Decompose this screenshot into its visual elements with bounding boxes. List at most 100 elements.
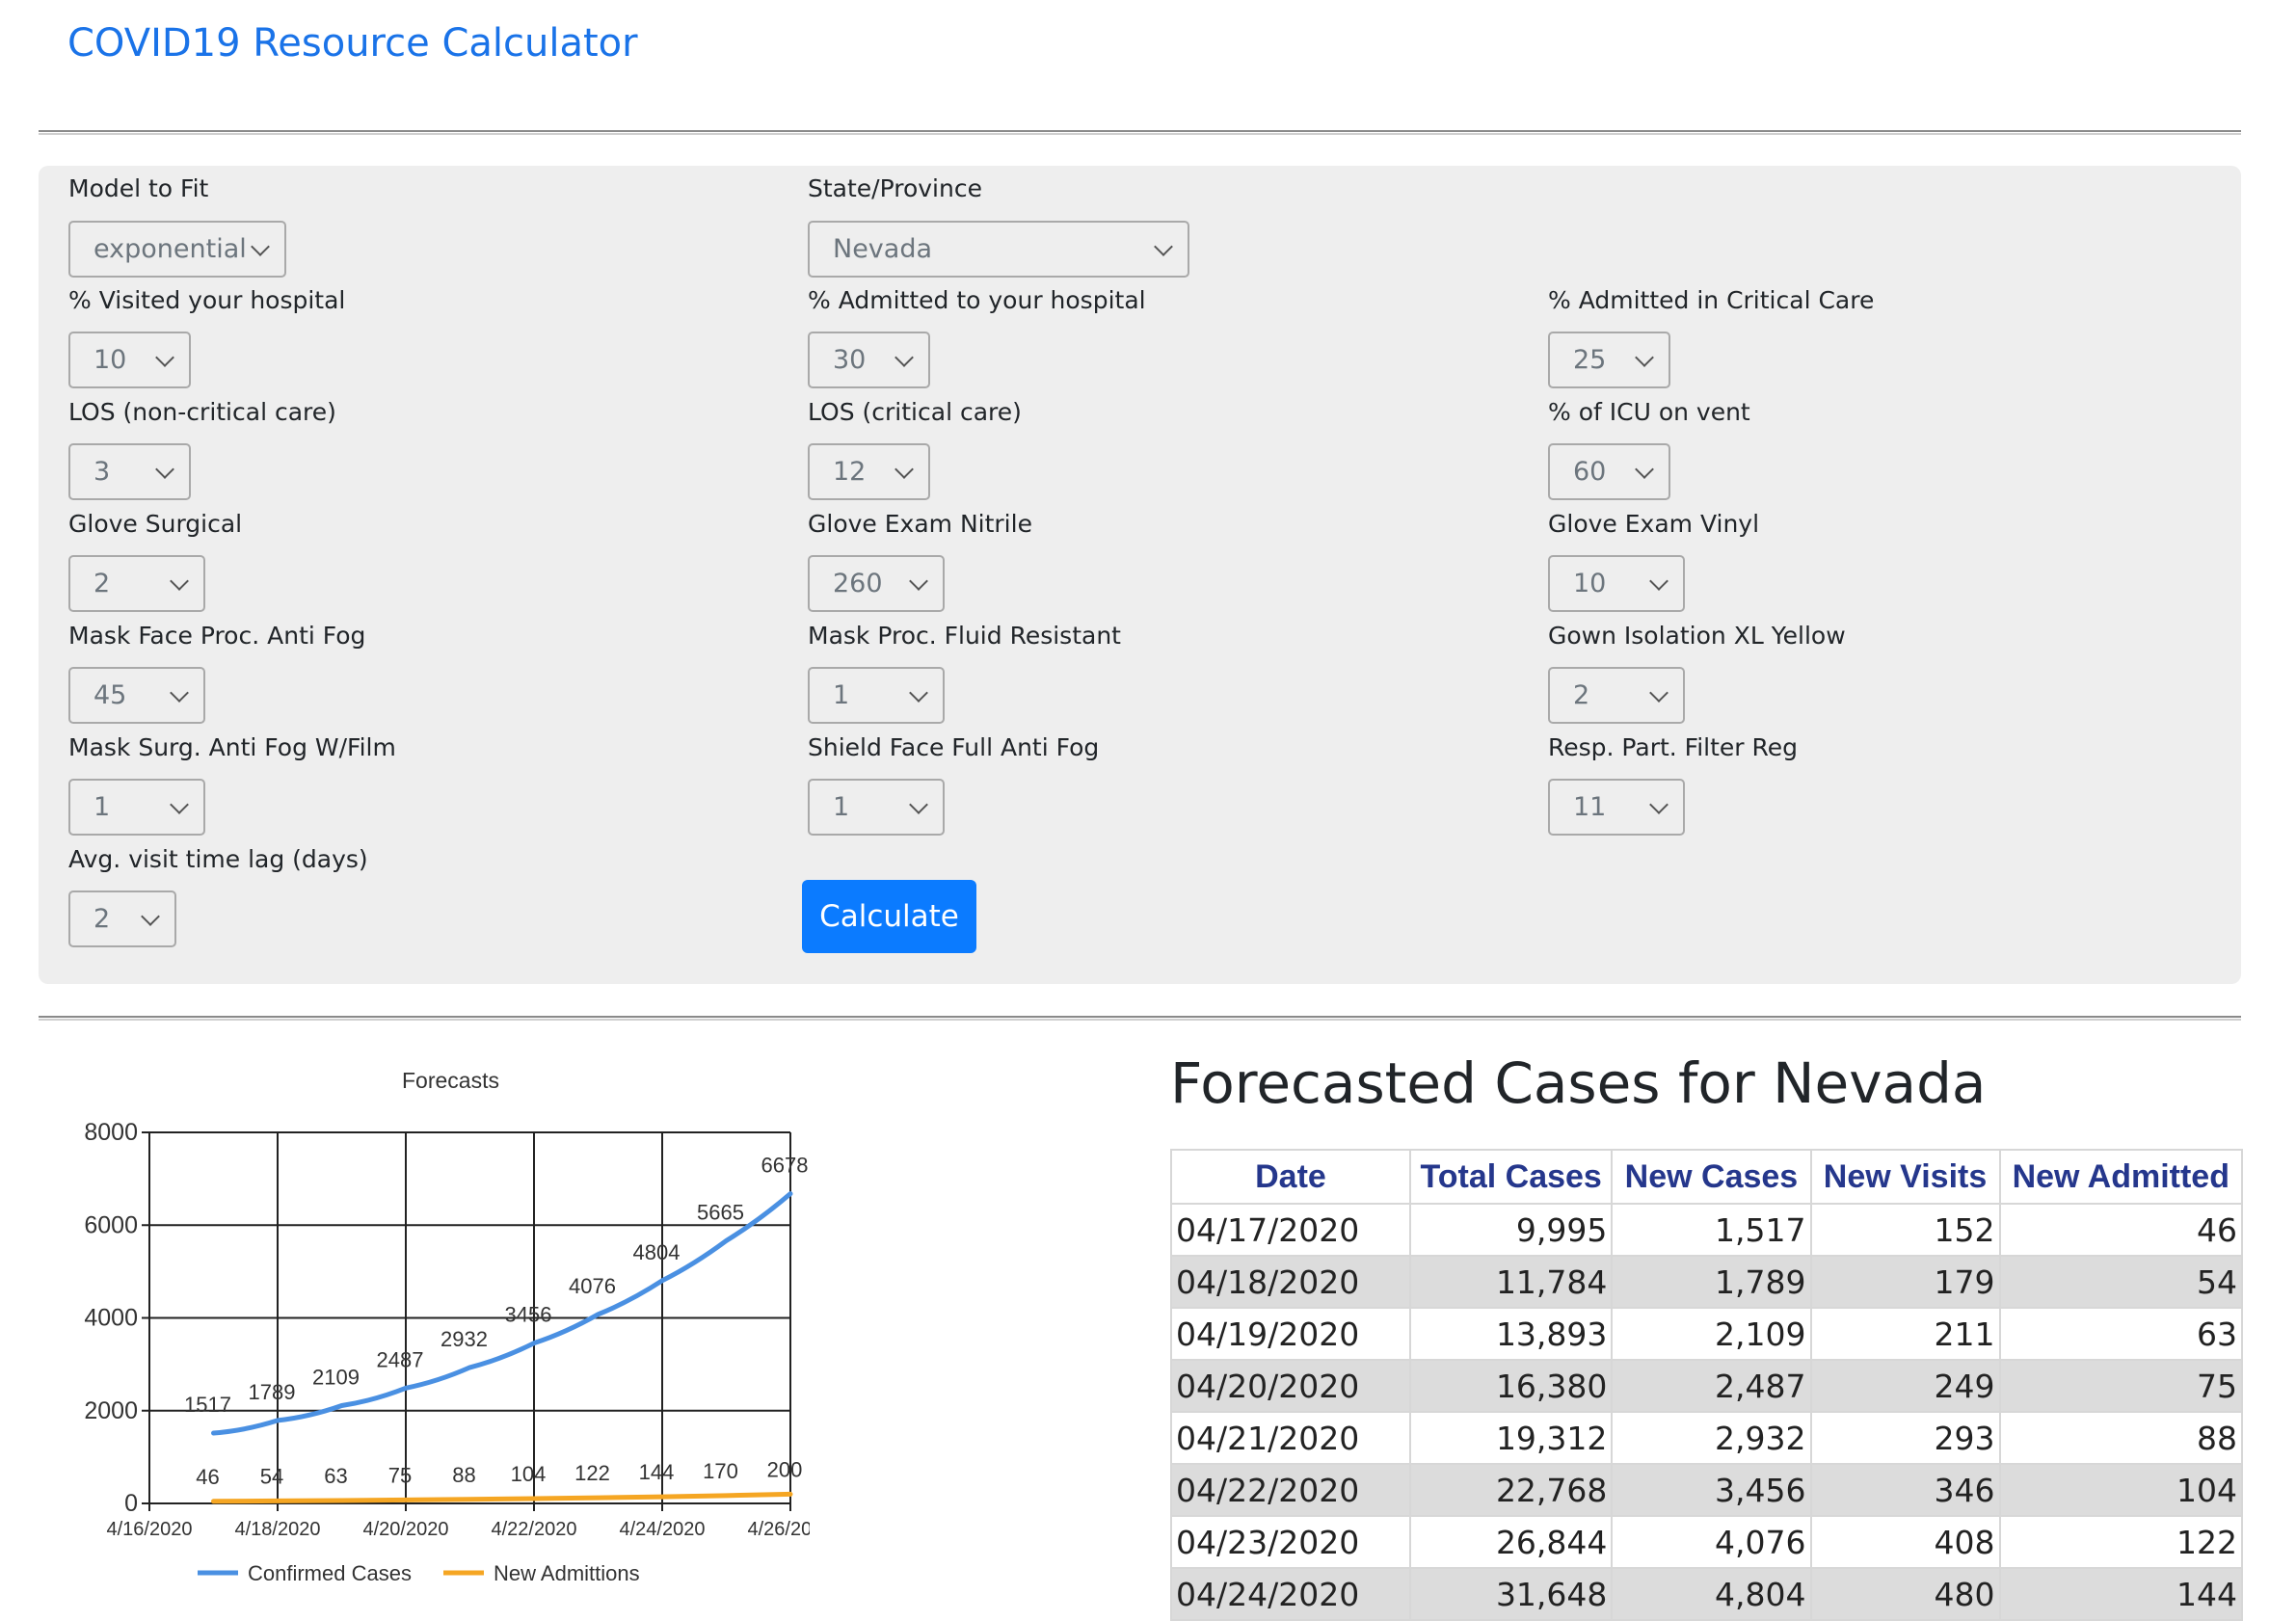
visit-lag-value: 2 <box>93 904 111 934</box>
glove-surgical-label: Glove Surgical <box>68 510 243 538</box>
col-new-visits-header[interactable]: New Visits <box>1809 1149 2001 1205</box>
chevron-down-icon <box>1649 571 1669 591</box>
legend-label: Confirmed Cases <box>248 1561 412 1585</box>
chevron-down-icon <box>155 459 174 479</box>
mask-fluid-select[interactable]: 1 <box>808 667 945 724</box>
resp-filter-label: Resp. Part. Filter Reg <box>1548 733 1799 761</box>
y-tick-label: 4000 <box>84 1305 138 1332</box>
app-title-link[interactable]: COVID19 Resource Calculator <box>67 21 638 66</box>
los-critical-select[interactable]: 12 <box>808 443 930 500</box>
los-noncritical-label: LOS (non-critical care) <box>68 398 336 426</box>
gown-isolation-select[interactable]: 2 <box>1548 667 1685 724</box>
glove-nitrile-select[interactable]: 260 <box>808 555 945 612</box>
chevron-down-icon <box>170 682 189 703</box>
total-cases-cell: 13,893 <box>1408 1307 1614 1361</box>
new-admitted-cell: 104 <box>1998 1463 2244 1517</box>
date-cell: 04/20/2020 <box>1170 1359 1411 1413</box>
gown-isolation-value: 2 <box>1573 680 1590 710</box>
calculate-button[interactable]: Calculate <box>802 880 976 953</box>
new-cases-cell: 3,456 <box>1611 1463 1812 1517</box>
pct-admitted-value: 30 <box>833 345 867 375</box>
parameters-panel <box>39 166 2241 984</box>
total-cases-cell: 31,648 <box>1408 1567 1614 1621</box>
new-cases-cell: 2,109 <box>1611 1307 1812 1361</box>
total-cases-cell: 16,380 <box>1408 1359 1614 1413</box>
los-noncritical-value: 3 <box>93 457 111 487</box>
glove-vinyl-value: 10 <box>1573 569 1607 598</box>
y-tick-label: 8000 <box>84 1119 138 1146</box>
visit-lag-field: Avg. visit time lag (days) <box>68 845 368 873</box>
chevron-down-icon <box>170 794 189 814</box>
pct-icu-vent-select[interactable]: 60 <box>1548 443 1670 500</box>
chevron-down-icon <box>1649 794 1669 814</box>
new-visits-cell: 211 <box>1809 1307 2001 1361</box>
glove-vinyl-select[interactable]: 10 <box>1548 555 1685 612</box>
glove-surgical-select[interactable]: 2 <box>68 555 205 612</box>
x-tick-label: 4/26/2020 <box>748 1519 810 1540</box>
x-tick-label: 4/20/2020 <box>363 1519 449 1540</box>
table-row: 04/24/2020 31,648 4,804 480 144 <box>1170 1567 2244 1621</box>
pct-critical-value: 25 <box>1573 345 1607 375</box>
new-visits-cell: 249 <box>1809 1359 2001 1413</box>
new-admitted-cell: 88 <box>1998 1411 2244 1465</box>
forecast-chart: Forecasts 0 2000 4000 6000 8000 4/16/2020 4/18/… <box>58 1055 833 1597</box>
data-label: 104 <box>511 1462 547 1486</box>
new-visits-cell: 408 <box>1809 1515 2001 1569</box>
table-row: 04/20/2020 16,380 2,487 249 75 <box>1170 1359 2244 1413</box>
state-province-field: State/Province <box>808 174 982 202</box>
series-line-new-admittions <box>211 1491 793 1504</box>
mask-surg-film-label: Mask Surg. Anti Fog W/Film <box>68 733 396 761</box>
y-tick-label: 0 <box>124 1490 138 1517</box>
pct-visited-value: 10 <box>93 345 127 375</box>
los-noncritical-select[interactable]: 3 <box>68 443 191 500</box>
new-cases-cell: 1,517 <box>1611 1203 1812 1257</box>
date-cell: 04/19/2020 <box>1170 1307 1411 1361</box>
pct-critical-select[interactable]: 25 <box>1548 332 1670 388</box>
col-date-header[interactable]: Date <box>1170 1149 1411 1205</box>
mask-surg-film-value: 1 <box>93 792 111 822</box>
chevron-down-icon <box>909 571 928 591</box>
col-total-cases-header[interactable]: Total Cases <box>1408 1149 1614 1205</box>
col-new-admitted-header[interactable]: New Admitted <box>1998 1149 2244 1205</box>
state-province-select[interactable]: Nevada <box>808 221 1189 278</box>
forecast-heading: Forecasted Cases for Nevada <box>1170 1050 1987 1116</box>
date-cell: 04/22/2020 <box>1170 1463 1411 1517</box>
pct-icu-vent-field: % of ICU on vent <box>1548 398 1750 426</box>
date-cell: 04/18/2020 <box>1170 1255 1411 1309</box>
data-label: 54 <box>260 1464 283 1488</box>
series-line-confirmed-cases <box>211 1191 793 1436</box>
model-to-fit-value: exponential <box>93 234 247 264</box>
pct-visited-select[interactable]: 10 <box>68 332 191 388</box>
data-label: 88 <box>452 1463 475 1487</box>
pct-admitted-select[interactable]: 30 <box>808 332 930 388</box>
new-cases-cell: 2,487 <box>1611 1359 1812 1413</box>
los-critical-label: LOS (critical care) <box>808 398 1022 426</box>
mask-antifog-value: 45 <box>93 680 127 710</box>
chevron-down-icon <box>170 571 189 591</box>
total-cases-cell: 11,784 <box>1408 1255 1614 1309</box>
mask-antifog-select[interactable]: 45 <box>68 667 205 724</box>
gown-isolation-label: Gown Isolation XL Yellow <box>1548 622 1846 650</box>
col-new-cases-header[interactable]: New Cases <box>1611 1149 1812 1205</box>
data-label: 122 <box>574 1461 610 1485</box>
data-label: 2109 <box>312 1366 360 1390</box>
data-label: 63 <box>324 1464 347 1488</box>
new-visits-cell: 293 <box>1809 1411 2001 1465</box>
new-admitted-cell: 122 <box>1998 1515 2244 1569</box>
shield-face-select[interactable]: 1 <box>808 779 945 836</box>
new-admitted-cell: 46 <box>1998 1203 2244 1257</box>
mask-surg-film-select[interactable]: 1 <box>68 779 205 836</box>
visit-lag-label: Avg. visit time lag (days) <box>68 845 368 873</box>
new-visits-cell: 346 <box>1809 1463 2001 1517</box>
pct-icu-vent-value: 60 <box>1573 457 1607 487</box>
los-noncritical-field: LOS (non-critical care) <box>68 398 336 426</box>
mask-fluid-label: Mask Proc. Fluid Resistant <box>808 622 1121 650</box>
chevron-down-icon <box>1635 459 1654 479</box>
resp-filter-select[interactable]: 11 <box>1548 779 1685 836</box>
new-admitted-cell: 54 <box>1998 1255 2244 1309</box>
total-cases-cell: 22,768 <box>1408 1463 1614 1517</box>
new-visits-cell: 480 <box>1809 1567 2001 1621</box>
date-cell: 04/24/2020 <box>1170 1567 1411 1621</box>
model-to-fit-select[interactable]: exponential <box>68 221 286 278</box>
visit-lag-select[interactable]: 2 <box>68 890 176 947</box>
